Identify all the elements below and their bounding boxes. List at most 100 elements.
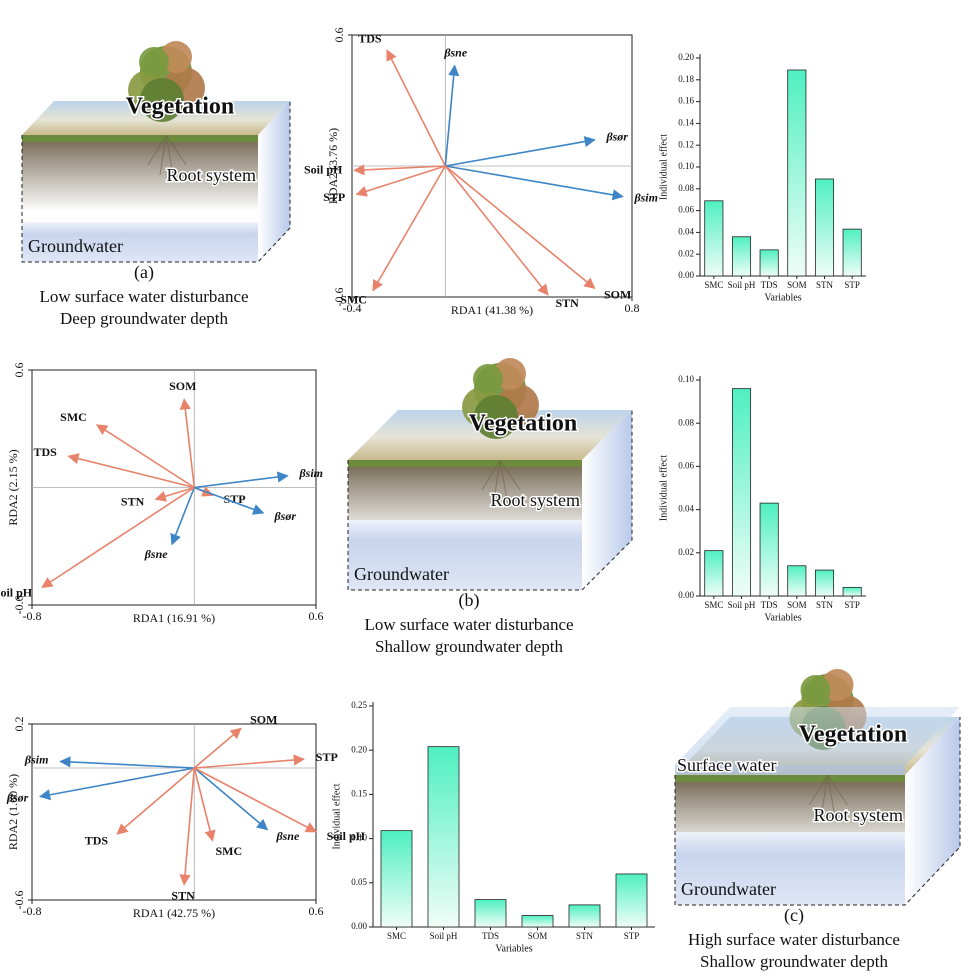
arrow <box>194 728 241 768</box>
bar <box>732 237 750 276</box>
y-tick-label: 0.00 <box>678 270 694 280</box>
x-axis-label: RDA1 (41.38 %) <box>451 303 533 317</box>
arrow-label: STN <box>121 494 145 508</box>
x-tick-label: STP <box>844 280 860 290</box>
vegetation-label: Vegetation <box>469 411 577 437</box>
caption.1-label: Shallow groundwater depth <box>700 952 888 971</box>
bar <box>815 570 833 596</box>
arrow <box>194 768 316 832</box>
x-tick-label: STN <box>576 931 594 941</box>
bar <box>522 916 553 927</box>
bar <box>732 389 750 596</box>
y-axis-label: Individual effect <box>658 455 669 521</box>
figure: Vegetation Root system Groundwater (a) Low s… <box>0 0 980 976</box>
y-tick-label: 0.12 <box>678 139 694 149</box>
x-tick-label: Soil pH <box>728 600 756 610</box>
groundwater-label: Groundwater <box>354 564 449 584</box>
y-tick-label: 0.6 <box>12 363 26 378</box>
arrow-label: βsne <box>144 547 168 561</box>
x-tick-label: Soil pH <box>430 931 458 941</box>
x-tick-label: STN <box>816 600 834 610</box>
x-axis-label: Variables <box>495 943 532 954</box>
arrow <box>117 768 194 834</box>
bar <box>815 179 833 276</box>
bar <box>843 229 861 276</box>
arrow-label: TDS <box>85 834 109 848</box>
bar <box>760 250 778 276</box>
arrow <box>194 768 267 830</box>
y-tick-label: 0.2 <box>12 717 26 732</box>
caption.0-label: Low surface water disturbance <box>39 287 248 306</box>
bar <box>760 503 778 596</box>
arrow <box>387 50 445 166</box>
bar <box>428 747 459 927</box>
y-tick-label: 0.16 <box>678 96 694 106</box>
y-tick-label: 0.10 <box>678 161 694 171</box>
y-tick-label: 0.15 <box>351 788 367 798</box>
groundwater-label: Groundwater <box>681 879 776 899</box>
y-tick-label: 0.06 <box>678 460 694 470</box>
x-tick-label: TDS <box>482 931 499 941</box>
x-tick-label: SOM <box>528 931 548 941</box>
x-axis-label: Variables <box>764 292 801 303</box>
arrow <box>445 166 548 295</box>
bush <box>473 364 503 394</box>
x-tick-label: TDS <box>761 600 778 610</box>
bar <box>705 201 723 276</box>
arrow-label: STP <box>316 750 338 764</box>
x-tick-label: SMC <box>704 600 723 610</box>
arrow <box>97 425 194 488</box>
y-tick-label: 0.10 <box>351 833 367 843</box>
arrow <box>184 768 194 885</box>
arrow <box>445 66 454 166</box>
bar <box>616 874 647 927</box>
y-axis-label: RDA2 (2.15 %) <box>6 449 20 525</box>
arrow-label: TDS <box>34 445 58 459</box>
x-tick-label: 0.8 <box>625 301 640 315</box>
arrow <box>60 761 194 768</box>
arrow-label: SOM <box>604 288 631 302</box>
caption.1-label: Deep groundwater depth <box>60 309 229 328</box>
grass <box>675 775 905 782</box>
arrow <box>42 488 194 588</box>
arrow-label: Soil pH <box>0 586 33 600</box>
vegetation-label: Vegetation <box>126 94 234 120</box>
arrow-label: SOM <box>250 712 277 726</box>
grass <box>348 460 582 467</box>
panel-label: (b) <box>459 590 480 611</box>
y-tick-label: 0.6 <box>332 28 346 43</box>
arrow-label: βsim <box>299 466 323 480</box>
arrow <box>40 768 194 797</box>
x-tick-label: STN <box>816 280 834 290</box>
arrow <box>156 488 195 500</box>
panel-label: (a) <box>134 262 154 283</box>
x-tick-label: STP <box>844 600 860 610</box>
y-tick-label: 0.04 <box>678 504 694 514</box>
x-axis-label: RDA1 (16.91 %) <box>133 611 215 625</box>
arrow-label: SMC <box>340 293 367 307</box>
y-tick-label: 0.08 <box>678 417 694 427</box>
vegetation-label: Vegetation <box>799 722 907 748</box>
x-tick-label: SMC <box>704 280 723 290</box>
arrow-label: SMC <box>215 844 242 858</box>
y-tick-label: 0.00 <box>678 590 694 600</box>
x-axis-label: Variables <box>764 612 801 623</box>
arrow-label: βsør <box>605 129 628 143</box>
arrow-label: βsør <box>274 509 297 523</box>
plot-frame <box>32 724 316 900</box>
arrow <box>194 476 287 488</box>
x-tick-label: Soil pH <box>728 280 756 290</box>
x-tick-label: 0.6 <box>309 609 324 623</box>
arrow-label: TDS <box>358 31 382 45</box>
arrow <box>194 768 212 841</box>
bar <box>381 831 412 927</box>
groundwater-label: Groundwater <box>28 236 123 256</box>
arrow-label: Soil pH <box>304 163 343 177</box>
arrow-label: STN <box>171 888 195 902</box>
root-system-label: Root system <box>813 805 903 825</box>
y-tick-label: 0.10 <box>678 374 694 384</box>
y-axis-label: RDA2 (1.60 %) <box>6 774 20 850</box>
x-tick-label: 0.6 <box>309 904 324 918</box>
arrow <box>69 456 195 487</box>
